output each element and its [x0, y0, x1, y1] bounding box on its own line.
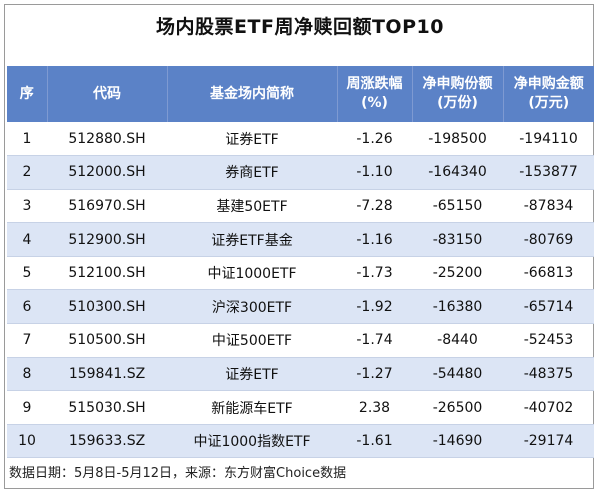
cell-name: 证券ETF基金 [167, 222, 337, 257]
cell-name: 基建50ETF [167, 189, 337, 224]
table-row: 10 159633.SZ 中证1000指数ETF -1.61 -14690 -2… [7, 424, 594, 459]
etf-table: 序 代码 基金场内简称 周涨跌幅 (%) 净申购份额 (万份) 净申购金额 (万… [7, 66, 594, 459]
cell-code: 512880.SH [47, 122, 167, 157]
cell-amount: -80769 [503, 222, 594, 257]
cell-change: 2.38 [337, 390, 412, 425]
cell-rank: 9 [7, 390, 47, 425]
cell-rank: 2 [7, 155, 47, 190]
cell-units: -83150 [412, 222, 503, 257]
cell-rank: 10 [7, 424, 47, 459]
cell-name: 证券ETF [167, 357, 337, 392]
cell-units: -198500 [412, 122, 503, 157]
header-units-line1: 净申购份额 [422, 76, 493, 92]
cell-code: 510300.SH [47, 289, 167, 325]
header-units-line2: (万份) [437, 95, 478, 111]
cell-amount: -194110 [503, 122, 594, 157]
cell-change: -1.16 [337, 222, 412, 257]
source-note: 数据日期：5月8日-5月12日，来源：东方财富Choice数据 [9, 466, 347, 481]
cell-units: -54480 [412, 357, 503, 392]
cell-rank: 6 [7, 289, 47, 325]
cell-units: -26500 [412, 390, 503, 425]
cell-amount: -66813 [503, 256, 594, 291]
cell-change: -1.61 [337, 424, 412, 459]
table-row: 4 512900.SH 证券ETF基金 -1.16 -83150 -80769 [7, 222, 594, 257]
header-code: 代码 [47, 66, 168, 122]
cell-name: 中证1000指数ETF [167, 424, 337, 459]
table-row: 1 512880.SH 证券ETF -1.26 -198500 -194110 [7, 122, 594, 157]
cell-code: 512900.SH [47, 222, 167, 257]
cell-name: 证券ETF [167, 122, 337, 157]
cell-rank: 8 [7, 357, 47, 392]
cell-code: 159633.SZ [47, 424, 167, 459]
header-name: 基金场内简称 [167, 66, 338, 122]
cell-change: -1.10 [337, 155, 412, 190]
header-amount: 净申购金额 (万元) [503, 66, 594, 122]
cell-code: 159841.SZ [47, 357, 167, 392]
cell-rank: 1 [7, 122, 47, 157]
header-units: 净申购份额 (万份) [412, 66, 504, 122]
cell-amount: -52453 [503, 323, 594, 358]
cell-amount: -40702 [503, 390, 594, 425]
page-title: 场内股票ETF周净赎回额TOP10 [156, 16, 444, 38]
cell-name: 新能源车ETF [167, 390, 337, 425]
cell-units: -164340 [412, 155, 503, 190]
table-row: 7 510500.SH 中证500ETF -1.74 -8440 -52453 [7, 323, 594, 358]
cell-name: 券商ETF [167, 155, 337, 190]
cell-code: 515030.SH [47, 390, 167, 425]
cell-change: -1.27 [337, 357, 412, 392]
cell-code: 516970.SH [47, 189, 167, 224]
table-row: 5 512100.SH 中证1000ETF -1.73 -25200 -6681… [7, 256, 594, 291]
cell-rank: 4 [7, 222, 47, 257]
cell-name: 中证1000ETF [167, 256, 337, 291]
cell-change: -1.26 [337, 122, 412, 157]
cell-name: 中证500ETF [167, 323, 337, 358]
cell-rank: 5 [7, 256, 47, 291]
header-rank: 序 [7, 66, 48, 122]
cell-units: -25200 [412, 256, 503, 291]
cell-code: 512100.SH [47, 256, 167, 291]
cell-change: -1.92 [337, 289, 412, 325]
cell-amount: -65714 [503, 289, 594, 325]
table-row: 2 512000.SH 券商ETF -1.10 -164340 -153877 [7, 155, 594, 190]
cell-name: 沪深300ETF [167, 289, 337, 325]
header-amount-line1: 净申购金额 [513, 76, 584, 92]
cell-code: 512000.SH [47, 155, 167, 190]
header-change-line2: (%) [361, 95, 388, 111]
header-change-line1: 周涨跌幅 [346, 76, 403, 92]
cell-units: -65150 [412, 189, 503, 224]
cell-rank: 3 [7, 189, 47, 224]
cell-units: -8440 [412, 323, 503, 358]
header-change: 周涨跌幅 (%) [337, 66, 413, 122]
header-row: 序 代码 基金场内简称 周涨跌幅 (%) 净申购份额 (万份) 净申购金额 (万… [7, 66, 594, 122]
table-row: 6 510300.SH 沪深300ETF -1.92 -16380 -65714 [7, 289, 594, 325]
table-row: 8 159841.SZ 证券ETF -1.27 -54480 -48375 [7, 357, 594, 392]
cell-change: -7.28 [337, 189, 412, 224]
header-amount-line2: (万元) [528, 95, 570, 111]
cell-change: -1.74 [337, 323, 412, 358]
cell-amount: -48375 [503, 357, 594, 392]
cell-units: -14690 [412, 424, 503, 459]
cell-rank: 7 [7, 323, 47, 358]
table-row: 9 515030.SH 新能源车ETF 2.38 -26500 -40702 [7, 390, 594, 425]
cell-units: -16380 [412, 289, 503, 325]
cell-amount: -29174 [503, 424, 594, 459]
cell-amount: -153877 [503, 155, 594, 190]
table-row: 3 516970.SH 基建50ETF -7.28 -65150 -87834 [7, 189, 594, 224]
cell-code: 510500.SH [47, 323, 167, 358]
cell-amount: -87834 [503, 189, 594, 224]
cell-change: -1.73 [337, 256, 412, 291]
